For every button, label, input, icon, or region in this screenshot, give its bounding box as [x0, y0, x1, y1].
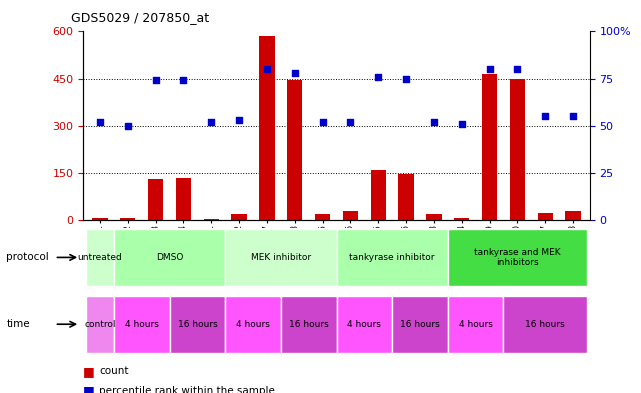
Point: [151, 77, 161, 84]
Bar: [114, 296, 170, 353]
Bar: [448, 229, 587, 286]
Text: tankyrase inhibitor: tankyrase inhibitor: [349, 253, 435, 262]
Point: [262, 66, 272, 72]
Bar: [565, 211, 581, 220]
Point: [122, 123, 133, 129]
Point: [456, 121, 467, 127]
Bar: [448, 296, 503, 353]
Point: [206, 119, 217, 125]
Text: protocol: protocol: [6, 252, 49, 263]
Bar: [315, 214, 330, 220]
Bar: [503, 296, 587, 353]
Bar: [225, 229, 337, 286]
Bar: [482, 74, 497, 220]
Point: [485, 66, 495, 72]
Text: 16 hours: 16 hours: [526, 320, 565, 329]
Point: [568, 113, 578, 119]
Bar: [148, 179, 163, 220]
Text: 4 hours: 4 hours: [459, 320, 492, 329]
Text: 16 hours: 16 hours: [178, 320, 217, 329]
Text: DMSO: DMSO: [156, 253, 183, 262]
Point: [234, 117, 244, 123]
Point: [373, 73, 383, 80]
Text: 16 hours: 16 hours: [289, 320, 329, 329]
Text: 4 hours: 4 hours: [347, 320, 381, 329]
Bar: [287, 80, 303, 220]
Text: 4 hours: 4 hours: [236, 320, 270, 329]
Text: 16 hours: 16 hours: [400, 320, 440, 329]
Bar: [86, 296, 114, 353]
Point: [345, 119, 356, 125]
Bar: [454, 218, 469, 220]
Bar: [337, 296, 392, 353]
Bar: [399, 174, 413, 220]
Bar: [114, 229, 225, 286]
Bar: [204, 219, 219, 220]
Bar: [337, 229, 448, 286]
Text: control: control: [84, 320, 116, 329]
Text: untreated: untreated: [78, 253, 122, 262]
Point: [317, 119, 328, 125]
Bar: [231, 215, 247, 220]
Text: time: time: [6, 319, 30, 329]
Bar: [392, 296, 448, 353]
Point: [429, 119, 439, 125]
Bar: [92, 218, 108, 220]
Point: [290, 70, 300, 76]
Bar: [225, 296, 281, 353]
Bar: [538, 213, 553, 220]
Bar: [260, 36, 274, 220]
Point: [178, 77, 188, 84]
Text: ■: ■: [83, 365, 95, 378]
Bar: [176, 178, 191, 220]
Bar: [121, 218, 135, 220]
Bar: [426, 215, 442, 220]
Point: [401, 75, 412, 82]
Text: count: count: [99, 366, 129, 376]
Point: [540, 113, 551, 119]
Text: percentile rank within the sample: percentile rank within the sample: [99, 386, 275, 393]
Bar: [370, 170, 386, 220]
Text: GDS5029 / 207850_at: GDS5029 / 207850_at: [71, 11, 208, 24]
Point: [512, 66, 522, 72]
Bar: [170, 296, 225, 353]
Text: tankyrase and MEK
inhibitors: tankyrase and MEK inhibitors: [474, 248, 561, 267]
Text: MEK inhibitor: MEK inhibitor: [251, 253, 311, 262]
Bar: [281, 296, 337, 353]
Bar: [343, 211, 358, 220]
Point: [95, 119, 105, 125]
Text: ■: ■: [83, 384, 95, 393]
Text: 4 hours: 4 hours: [125, 320, 159, 329]
Bar: [510, 79, 525, 220]
Bar: [86, 229, 114, 286]
